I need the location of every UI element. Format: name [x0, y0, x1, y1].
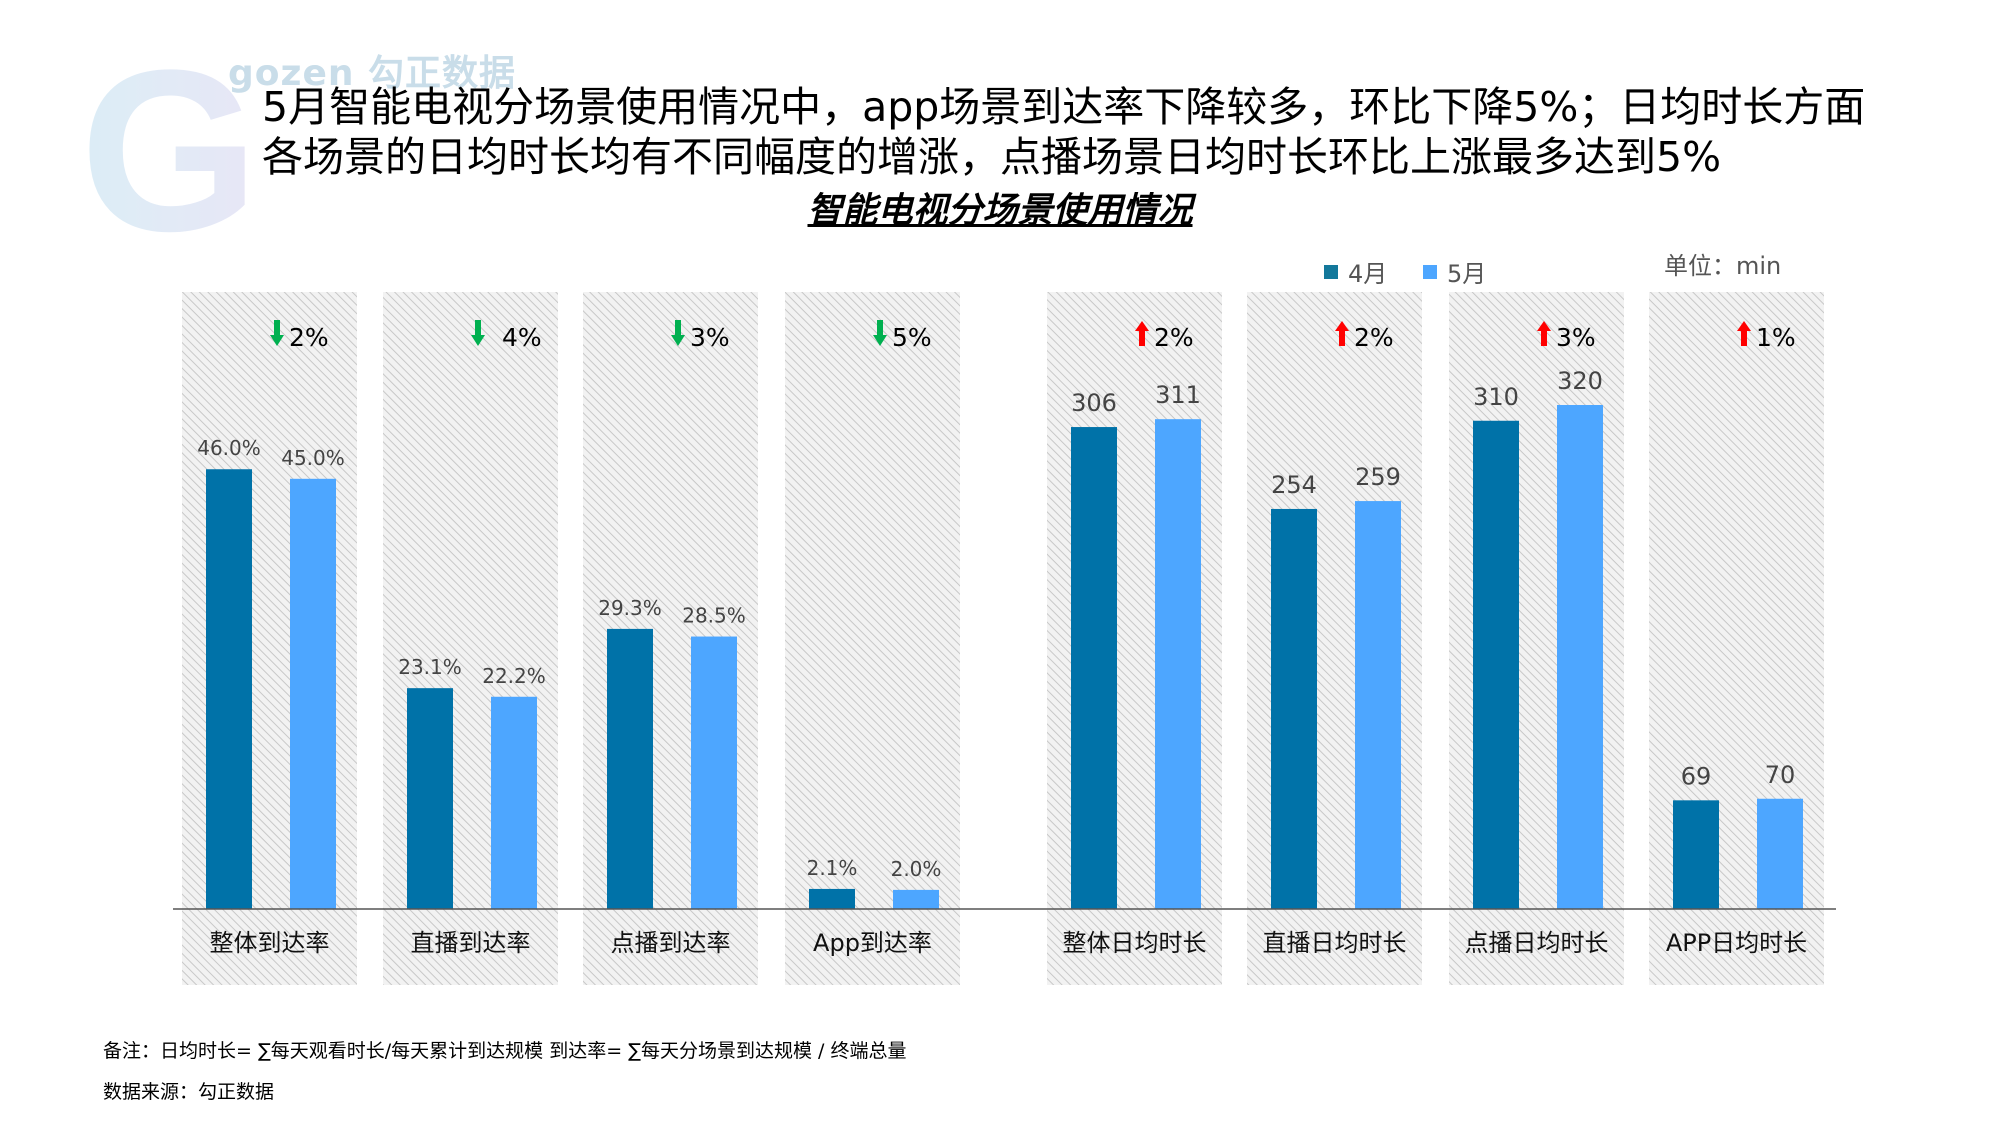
arrow-down-icon [270, 320, 284, 346]
arrow-head [1537, 321, 1551, 331]
arrow-shaft [1139, 330, 1145, 346]
arrow-down-icon [471, 320, 485, 346]
data-label: 310 [1473, 383, 1519, 411]
arrow-shaft [1541, 330, 1547, 346]
unit-label: 单位：min [1664, 252, 1782, 280]
legend-may: 5月 [1423, 254, 1486, 289]
bar-april [206, 469, 252, 909]
legend-label-april: 4月 [1348, 260, 1388, 288]
arrow-head [270, 335, 284, 346]
category-label: 直播日均时长 [1263, 929, 1407, 957]
arrow-shaft [877, 320, 883, 336]
data-label: 45.0% [281, 446, 345, 470]
title-line-2: 各场景的日均时长均有不同幅度的增涨，点播场景日均时长环比上涨最多达到5% [262, 133, 1722, 181]
bar-may [290, 478, 336, 909]
change-label: 2% [289, 323, 329, 352]
category-label: 整体到达率 [210, 929, 330, 957]
arrow-head [1737, 321, 1751, 331]
arrow-shaft [1741, 330, 1747, 346]
data-label: 259 [1355, 463, 1401, 491]
change-label: 2% [1154, 323, 1194, 352]
data-label: 2.0% [891, 857, 942, 881]
arrow-head [471, 335, 485, 346]
chart-title: 智能电视分场景使用情况 [0, 182, 2000, 233]
data-label: 2.1% [807, 856, 858, 880]
legend-april: 4月 [1324, 254, 1387, 289]
data-source: 数据来源：勾正数据 [103, 1081, 275, 1103]
logo-wordmark: gozen 勾正数据 [228, 53, 517, 94]
bar-may [893, 889, 939, 909]
bar-may [1155, 419, 1201, 909]
data-label: 70 [1765, 761, 1796, 789]
legend-swatch-april [1324, 264, 1338, 279]
arrow-head [671, 335, 685, 346]
category-label: 点播日均时长 [1465, 929, 1609, 957]
arrow-down-icon [873, 320, 887, 346]
legend-label-may: 5月 [1447, 260, 1487, 288]
arrow-head [873, 335, 887, 346]
bar-april [607, 628, 653, 909]
change-label: 2% [1354, 323, 1394, 352]
data-label: 306 [1071, 389, 1117, 417]
arrow-up-icon [1135, 321, 1149, 346]
arrow-up-icon [1737, 321, 1751, 346]
data-label: 46.0% [197, 436, 261, 460]
category-label: App到达率 [813, 929, 932, 957]
change-label: 3% [1556, 323, 1596, 352]
category-panel [785, 292, 960, 985]
bar-may [1757, 798, 1803, 909]
arrow-up-icon [1335, 321, 1349, 346]
bar-may [691, 636, 737, 909]
data-label: 311 [1155, 381, 1201, 409]
arrow-shaft [475, 320, 481, 336]
bar-april [407, 688, 453, 909]
category-label: 点播到达率 [611, 929, 731, 957]
bar-may [491, 696, 537, 909]
page-title: 5月智能电视分场景使用情况中，app场景到达率下降较多，环比下降5%；日均时长方… [262, 82, 1865, 182]
bar-may [1355, 501, 1401, 909]
change-label: 3% [690, 323, 730, 352]
title-line-1: 5月智能电视分场景使用情况中，app场景到达率下降较多，环比下降5%；日均时长方… [262, 83, 1866, 131]
change-label: 1% [1756, 323, 1796, 352]
change-label: 4% [502, 323, 542, 352]
data-label: 29.3% [598, 596, 662, 620]
arrow-shaft [1339, 330, 1345, 346]
data-label: 254 [1271, 471, 1317, 499]
chart-title-text: 智能电视分场景使用情况 [807, 191, 1193, 231]
category-label: 直播到达率 [411, 929, 531, 957]
arrow-head [1135, 321, 1149, 331]
category-label: 整体日均时长 [1063, 929, 1207, 957]
legend-swatch-may [1423, 264, 1437, 279]
bar-april [1473, 420, 1519, 909]
logo-letter: G [80, 22, 259, 279]
bar-april [1071, 427, 1117, 909]
arrow-head [1335, 321, 1349, 331]
footnote: 备注：日均时长= ∑每天观看时长/每天累计到达规模 到达率= ∑每天分场景到达规… [103, 1040, 907, 1062]
arrow-down-icon [671, 320, 685, 346]
change-label: 5% [892, 323, 932, 352]
data-label: 28.5% [682, 604, 746, 628]
bar-may [1557, 405, 1603, 909]
data-label: 320 [1557, 367, 1603, 395]
arrow-up-icon [1537, 321, 1551, 346]
category-label: APP日均时长 [1666, 929, 1807, 957]
data-label: 69 [1681, 762, 1712, 790]
data-label: 22.2% [482, 664, 546, 688]
bar-april [809, 888, 855, 909]
bar-april [1673, 800, 1719, 909]
data-label: 23.1% [398, 655, 462, 679]
arrow-shaft [675, 320, 681, 336]
bar-april [1271, 508, 1317, 909]
arrow-shaft [274, 320, 280, 336]
